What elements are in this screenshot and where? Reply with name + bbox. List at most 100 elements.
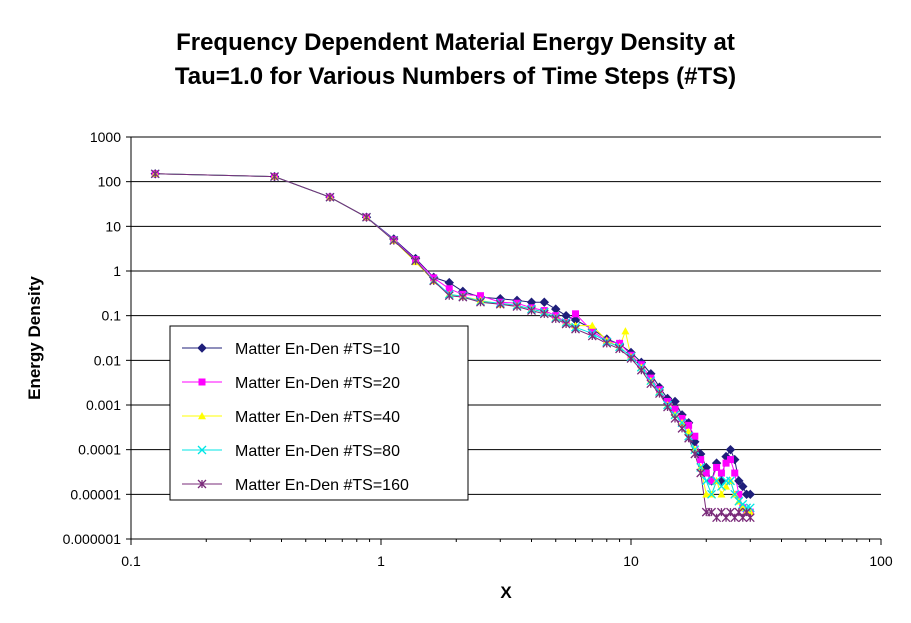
y-tick-label: 0.01 xyxy=(94,352,121,368)
data-point-marker xyxy=(539,297,550,307)
data-point-marker xyxy=(495,299,505,309)
legend-box xyxy=(169,325,469,501)
data-point-marker xyxy=(476,292,484,300)
data-point-marker xyxy=(588,327,596,335)
data-point-marker xyxy=(445,285,453,293)
axes xyxy=(126,136,882,545)
legend-marker-swatch xyxy=(197,479,207,489)
data-point-marker xyxy=(742,503,752,513)
x-axis-label: X xyxy=(500,583,512,602)
data-point-marker xyxy=(730,489,740,499)
data-point-marker xyxy=(444,291,454,301)
data-point-marker xyxy=(722,482,731,490)
y-tick-labels: 1000 100 10 1 0.1 0.01 0.001 0.0001 0.00001 0.000… xyxy=(63,129,122,547)
data-point-marker xyxy=(551,304,561,314)
legend-label: Matter En-Den #TS=160 xyxy=(235,477,409,494)
data-point-marker xyxy=(701,476,711,486)
data-point-marker xyxy=(745,513,755,523)
data-point-marker xyxy=(551,314,561,324)
data-point-marker xyxy=(626,354,636,363)
data-point-marker xyxy=(587,331,597,341)
data-point-marker xyxy=(690,445,700,455)
y-tick-label: 0.1 xyxy=(102,308,122,324)
legend-label: Matter En-Den #TS=40 xyxy=(235,409,400,426)
data-point-marker xyxy=(707,489,717,499)
data-point-marker xyxy=(429,276,439,286)
data-point-marker xyxy=(738,481,748,492)
data-point-marker xyxy=(734,507,744,517)
data-point-marker xyxy=(726,476,735,486)
data-point-marker xyxy=(646,379,656,389)
legend: Matter En-Den #TS=10 Matter En-Den #TS=20… xyxy=(169,325,469,501)
data-point-marker xyxy=(691,432,699,440)
data-point-marker xyxy=(615,344,625,354)
x-tick-label: 1 xyxy=(377,553,385,569)
data-point-marker xyxy=(717,490,726,498)
data-point-marker xyxy=(735,490,743,498)
data-point-marker xyxy=(655,389,664,399)
chart-title-line-2: Tau=1.0 for Various Numbers of Time Step… xyxy=(174,63,737,90)
legend-label: Matter En-Den #TS=20 xyxy=(235,375,400,392)
data-point-marker xyxy=(571,324,580,334)
legend-entry: Matter En-Den #TS=160 xyxy=(182,477,409,494)
data-point-marker xyxy=(708,477,716,485)
data-point-marker xyxy=(745,489,755,500)
data-point-marker xyxy=(561,310,571,321)
data-point-marker xyxy=(325,192,335,202)
y-tick-label: 100 xyxy=(98,174,122,190)
x-tick-labels: 0.1 1 10 100 xyxy=(121,553,893,569)
data-point-marker xyxy=(270,172,279,182)
data-point-marker xyxy=(150,169,160,179)
data-point-marker xyxy=(476,297,485,307)
data-point-marker xyxy=(731,469,739,477)
data-point-marker xyxy=(561,319,571,329)
data-point-marker xyxy=(678,414,686,422)
data-point-marker xyxy=(671,405,679,413)
data-point-marker xyxy=(684,427,693,436)
data-point-marker xyxy=(458,292,468,302)
data-point-marker xyxy=(738,513,748,523)
y-tick-label: 10 xyxy=(105,218,121,234)
data-point-marker xyxy=(636,365,646,375)
data-point-marker xyxy=(730,513,740,523)
y-tick-label: 0.0001 xyxy=(78,442,121,458)
data-point-marker xyxy=(685,421,693,429)
data-point-marker xyxy=(702,490,711,498)
data-point-marker xyxy=(716,507,726,517)
data-point-marker xyxy=(716,482,726,491)
data-point-marker xyxy=(572,310,580,318)
data-point-marker xyxy=(717,469,725,477)
data-point-marker xyxy=(670,413,680,423)
y-tick-label: 0.000001 xyxy=(63,531,122,547)
y-tick-label: 0.001 xyxy=(86,397,121,413)
data-point-marker xyxy=(539,309,549,319)
data-point-marker xyxy=(670,396,680,407)
y-tick-label: 1000 xyxy=(90,129,121,145)
data-point-marker xyxy=(697,456,705,464)
data-point-marker xyxy=(726,456,734,464)
data-point-marker xyxy=(702,469,710,477)
series-markers-3 xyxy=(150,169,755,513)
data-point-marker xyxy=(721,513,731,523)
y-tick-label: 1 xyxy=(113,263,121,279)
legend-entry: Matter En-Den #TS=20 xyxy=(182,375,400,392)
data-point-marker xyxy=(677,423,687,433)
data-point-marker xyxy=(713,463,721,471)
legend-label: Matter En-Den #TS=10 xyxy=(235,341,400,358)
data-point-marker xyxy=(362,212,371,222)
legend-marker-swatch xyxy=(197,343,207,353)
x-tick-label: 0.1 xyxy=(121,553,141,569)
data-point-marker xyxy=(696,468,706,478)
chart-title-line-1: Frequency Dependent Material Energy Dens… xyxy=(176,29,735,56)
legend-entry: Matter En-Den #TS=10 xyxy=(182,341,400,358)
legend-label: Matter En-Den #TS=80 xyxy=(235,443,400,460)
legend-marker-swatch xyxy=(198,378,206,386)
data-point-marker xyxy=(684,433,694,443)
data-point-marker xyxy=(411,256,421,266)
x-tick-label: 100 xyxy=(869,553,893,569)
y-tick-label: 0.00001 xyxy=(70,486,121,502)
data-point-marker xyxy=(621,327,630,335)
series-markers-4 xyxy=(150,169,755,523)
legend-marker-swatch xyxy=(197,445,207,455)
